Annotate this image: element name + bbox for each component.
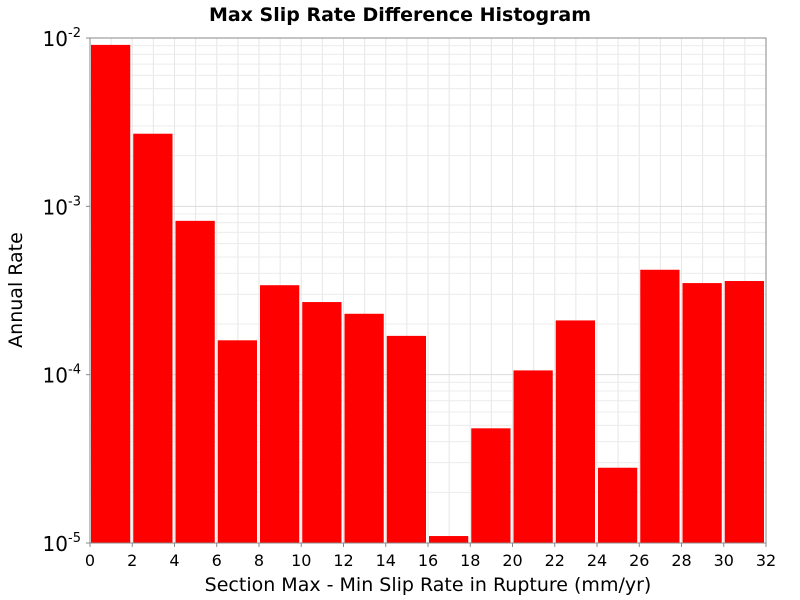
x-tick-label: 8	[254, 551, 264, 570]
x-tick-label: 16	[418, 551, 438, 570]
histogram-bar	[640, 269, 680, 543]
x-tick-label: 22	[545, 551, 565, 570]
histogram-bar	[598, 467, 638, 543]
x-tick-label: 6	[212, 551, 222, 570]
x-axis-label: Section Max - Min Slip Rate in Rupture (…	[205, 574, 652, 596]
y-tick-exponent: -4	[68, 363, 81, 378]
histogram-bar	[91, 44, 131, 543]
histogram-bar	[217, 340, 257, 543]
y-axis-label: Annual Rate	[5, 232, 27, 348]
histogram-bar	[302, 302, 342, 543]
y-tick-label: 10 -5	[43, 531, 81, 556]
histogram-bar	[724, 281, 764, 543]
x-tick-label: 20	[502, 551, 522, 570]
y-tick-label: 10 -4	[43, 363, 81, 388]
x-tick-label: 32	[756, 551, 776, 570]
x-tick-label: 26	[629, 551, 649, 570]
histogram-bar	[682, 283, 722, 543]
x-tick-label: 12	[333, 551, 353, 570]
y-tick-base: 10	[43, 532, 68, 556]
y-tick-exponent: -3	[68, 194, 81, 209]
histogram-bar	[386, 335, 426, 543]
histogram-bar	[471, 428, 511, 543]
y-tick-base: 10	[43, 195, 68, 219]
x-tick-label: 24	[587, 551, 607, 570]
y-tick-base: 10	[43, 27, 68, 51]
x-tick-label: 30	[714, 551, 734, 570]
x-tick-label: 4	[169, 551, 179, 570]
x-tick-label: 28	[671, 551, 691, 570]
histogram-bar	[429, 536, 469, 543]
histogram-bar	[175, 220, 215, 543]
x-tick-label: 18	[460, 551, 480, 570]
y-tick-label: 10 -3	[43, 194, 81, 219]
y-tick-exponent: -5	[68, 531, 81, 546]
x-tick-label: 0	[85, 551, 95, 570]
chart-title: Max Slip Rate Difference Histogram	[209, 4, 591, 26]
histogram-bar	[260, 285, 300, 543]
histogram-bar	[513, 370, 553, 543]
histogram-bar	[133, 133, 173, 543]
histogram-bar	[344, 313, 384, 543]
y-tick-exponent: -2	[68, 26, 81, 41]
x-tick-label: 10	[291, 551, 311, 570]
bars-layer	[91, 44, 764, 543]
y-tick-base: 10	[43, 364, 68, 388]
x-tick-label: 2	[127, 551, 137, 570]
y-tick-label: 10 -2	[43, 26, 81, 51]
histogram-bar	[555, 320, 595, 543]
x-tick-label: 14	[376, 551, 396, 570]
